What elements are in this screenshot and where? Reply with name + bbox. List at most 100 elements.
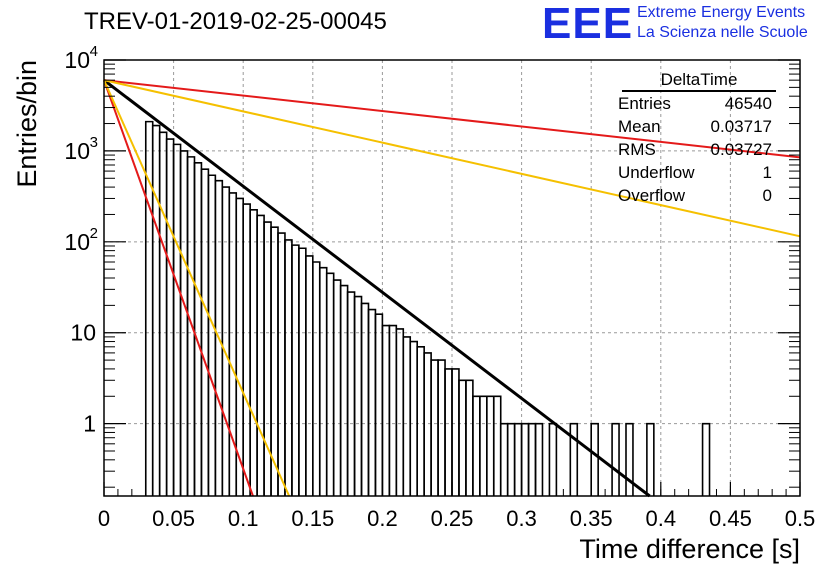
histogram-bin <box>179 150 189 496</box>
histogram-bin <box>444 368 453 496</box>
histogram-bin <box>388 324 398 496</box>
histogram-bin <box>186 156 196 496</box>
y-tick-label: 10 <box>64 138 90 164</box>
stats-value: 0 <box>762 186 772 205</box>
y-tick-label-exponent: 2 <box>90 225 98 242</box>
histogram-bin <box>228 192 238 496</box>
x-tick-label: 0.45 <box>709 506 752 531</box>
histogram-bin <box>318 266 328 496</box>
stats-title: DeltaTime <box>622 70 776 92</box>
histogram-bin <box>221 186 231 496</box>
histogram-bin <box>291 244 300 496</box>
histogram-bin <box>520 422 530 496</box>
histogram-bin <box>346 291 356 496</box>
histogram-bin <box>611 422 620 496</box>
histogram-bin <box>534 422 544 496</box>
x-axis-label: Time difference [s] <box>579 534 800 564</box>
y-tick-label: 1 <box>83 411 96 437</box>
eee-logo-line1: Extreme Energy Events <box>637 4 806 21</box>
histogram-bin <box>305 255 314 496</box>
histogram-bin <box>430 359 439 496</box>
histogram-bin <box>353 295 363 496</box>
histogram-bin <box>548 422 558 496</box>
histogram-bin <box>151 124 161 496</box>
stats-row: Underflow 1 <box>612 161 776 184</box>
x-tick-label: 0.35 <box>570 506 613 531</box>
histogram-bin <box>646 422 655 496</box>
stats-value: 0.03717 <box>710 117 772 136</box>
stats-value: 1 <box>762 163 772 182</box>
histogram-bin <box>499 422 509 496</box>
eee-logo: EEE Extreme Energy Events La Scienza nel… <box>542 0 834 48</box>
histogram-bin <box>458 379 467 496</box>
stats-label: Entries <box>618 94 671 113</box>
histogram-bin <box>165 138 175 496</box>
histogram-bin <box>513 422 523 496</box>
histogram <box>144 120 711 496</box>
axis-ticks: 0 0.05 0.1 0.15 0.2 0.25 0.3 0.35 0.4 0.45 0.51101… <box>64 43 815 531</box>
histogram-bin <box>479 395 488 496</box>
histogram-bin <box>381 324 391 496</box>
histogram-bin <box>409 340 418 496</box>
y-tick-label-exponent: 4 <box>90 43 98 60</box>
fit-lines <box>103 78 801 498</box>
stats-row: RMS 0.03727 <box>612 138 776 161</box>
histogram-bin <box>277 232 286 496</box>
fit-line <box>103 79 801 238</box>
y-axis-label: Entries/bin <box>12 60 42 188</box>
eee-logo-mark: EEE <box>542 0 634 48</box>
x-tick-label: 0.25 <box>431 506 474 531</box>
y-tick-label-exponent: 3 <box>90 134 98 151</box>
histogram-bin <box>416 346 425 496</box>
stats-row: Entries 46540 <box>612 92 776 115</box>
histogram-bin <box>242 203 251 496</box>
x-tick-label: 0.5 <box>785 506 816 531</box>
histogram-bin <box>298 247 307 496</box>
plot-title: TREV-01-2019-02-25-00045 <box>84 8 387 35</box>
histogram-bin <box>590 422 599 496</box>
histogram-bin <box>527 422 537 496</box>
y-tick-label: 10 <box>64 229 90 255</box>
histogram-bin <box>374 313 384 496</box>
histogram-bin <box>451 368 460 496</box>
histogram-bin <box>256 214 265 496</box>
x-tick-label: 0.2 <box>367 506 398 531</box>
x-tick-label: 0.1 <box>228 506 259 531</box>
histogram-bin <box>249 209 258 496</box>
x-tick-label: 0.4 <box>646 506 677 531</box>
histogram-bin <box>486 395 495 496</box>
histogram-bin <box>325 272 335 496</box>
x-tick-label: 0.3 <box>506 506 537 531</box>
stats-value: 0.03727 <box>710 140 772 159</box>
histogram-bin <box>395 328 405 496</box>
histogram-bin <box>312 261 321 496</box>
eee-logo-line2: La Scienza nelle Scuole <box>637 24 808 41</box>
fit-line <box>103 78 651 498</box>
fit-line <box>103 79 801 159</box>
stats-label: Underflow <box>618 163 695 182</box>
fit-line <box>103 79 254 497</box>
histogram-bin <box>332 279 342 496</box>
histogram-bin <box>569 422 579 496</box>
histogram-bin <box>506 422 516 496</box>
stats-row: Mean 0.03717 <box>612 115 776 138</box>
stats-label: Overflow <box>618 186 686 205</box>
histogram-bin <box>193 162 203 496</box>
stats-box: DeltaTime Entries 46540 Mean 0.03717 RMS… <box>612 70 776 207</box>
histogram-bin <box>437 359 446 496</box>
y-tick-label: 10 <box>70 320 96 346</box>
histogram-bin <box>207 174 217 496</box>
histogram-bin <box>625 422 634 496</box>
x-tick-label: 0 <box>98 506 110 531</box>
y-tick-label: 10 <box>64 47 90 73</box>
histogram-bin <box>367 308 377 496</box>
histogram-bin <box>339 284 349 496</box>
histogram-bin <box>492 395 502 496</box>
histogram-bin <box>423 352 432 496</box>
histogram-bin <box>172 143 182 496</box>
histogram-bin <box>472 395 481 496</box>
histogram-bin <box>465 379 474 496</box>
histogram-bin <box>284 239 293 496</box>
x-tick-label: 0.05 <box>152 506 195 531</box>
